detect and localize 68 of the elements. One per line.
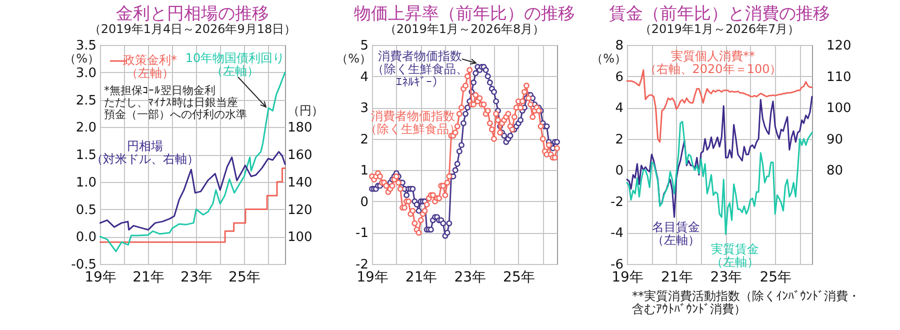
series-label: 名目賃金（左軸） (652, 220, 700, 247)
x-tick-label: 19年 (356, 270, 388, 286)
x-tick-label: 19年 (612, 270, 644, 286)
y2-tick-label: 100 (288, 230, 312, 246)
x-tick-label: 19年 (84, 270, 116, 286)
chart-title: 金利と円相場の推移 (116, 4, 269, 24)
y-tick-label: 1 (360, 164, 368, 179)
annotation: *無担保ｺｰﾙ翌日物金利ただし、ﾏｲﾅｽ時は日銀当座預金（一部）への付利の水準 (104, 84, 247, 121)
y-tick-label: 4 (360, 70, 368, 85)
chart-title: 物価上昇率（前年比）の推移 (354, 4, 575, 24)
y-tick-label: -0.5 (71, 258, 96, 272)
y2-axis-title: （円） (288, 104, 324, 118)
x-tick-label: 23年 (710, 270, 742, 286)
y2-tick-label: 160 (288, 148, 312, 163)
y-tick-label: 6 (615, 70, 624, 85)
legend-label: 政策金利*（左軸） (123, 53, 177, 80)
y-tick-label: 2.5 (76, 93, 96, 108)
y-tick-label: -6 (610, 258, 624, 272)
y2-tick-label: 140 (288, 175, 312, 190)
y-tick-label: 5 (360, 38, 368, 54)
y-tick-label: -2 (610, 194, 624, 210)
series-label: 実質個人消費**（右軸、2020年＝100） (644, 49, 782, 76)
y-tick-label: 1.0 (76, 175, 96, 190)
y-tick-label: 4 (615, 101, 624, 116)
y-tick-label: -4 (610, 226, 624, 242)
y2-tick-label: 120 (288, 202, 312, 218)
y-tick-label: -2 (356, 258, 368, 272)
y-tick-label: 2 (615, 132, 624, 148)
y2-tick-label: 120 (826, 38, 852, 54)
y-axis-title: （%） (591, 52, 626, 66)
line-series (626, 120, 813, 236)
y-tick-label: 8 (615, 38, 624, 54)
y-tick-label: -1 (356, 226, 368, 242)
y-tick-label: 0.0 (76, 230, 96, 246)
y-tick-label: 1.5 (76, 148, 96, 163)
y2-tick-label: 110 (826, 70, 852, 85)
y-tick-label: 0.5 (76, 202, 96, 218)
y-tick-label: 3 (360, 101, 368, 116)
x-tick-label: 25年 (228, 270, 260, 286)
line-series (626, 96, 813, 218)
line-series (99, 151, 286, 231)
y-tick-label: 0 (360, 194, 368, 210)
y2-tick-label: 180 (288, 120, 312, 136)
x-tick-label: 21年 (405, 270, 438, 286)
series-label: 10年物国債利回り（左軸） (185, 51, 285, 78)
series-label: 消費者物価指数（除く生鮮食品、ｴﾈﾙｷﾞｰ） (372, 49, 468, 89)
y-tick-label: 0 (615, 164, 624, 179)
series-label: 実質賃金（左軸） (711, 242, 759, 269)
y-tick-label: 2 (360, 132, 368, 148)
text: **実質消費活動指数（除くｲﾝﾊﾞｳﾝﾄﾞ消費・含むｱｳﾄﾊﾞｳﾝﾄﾞ消費） (632, 289, 860, 316)
x-tick-label: 21年 (660, 270, 693, 286)
y-axis-title: （%） (64, 52, 100, 66)
x-tick-label: 25年 (503, 270, 535, 286)
y-tick-label: 2.0 (76, 120, 96, 136)
y2-tick-label: 90 (826, 132, 844, 148)
x-tick-label: 23年 (454, 270, 486, 286)
y-tick-label: 3.5 (76, 38, 96, 54)
y2-tick-label: 100 (826, 101, 852, 116)
y2-tick-label: 80 (826, 164, 844, 179)
y-tick-label: 3.0 (76, 66, 96, 81)
x-tick-label: 23年 (180, 270, 212, 286)
chart-subtitle: （2019年1月～2026年7月） (639, 22, 800, 36)
y-axis-title: （%） (336, 52, 372, 66)
chart-title: 賃金（前年比）と消費の推移 (609, 4, 830, 24)
x-tick-label: 25年 (760, 270, 792, 286)
chart-subtitle: （2019年1月4日～2026年9月18日） (88, 22, 296, 36)
chart-subtitle: （2019年1月～2026年8月） (384, 22, 545, 36)
x-tick-label: 21年 (132, 270, 164, 286)
